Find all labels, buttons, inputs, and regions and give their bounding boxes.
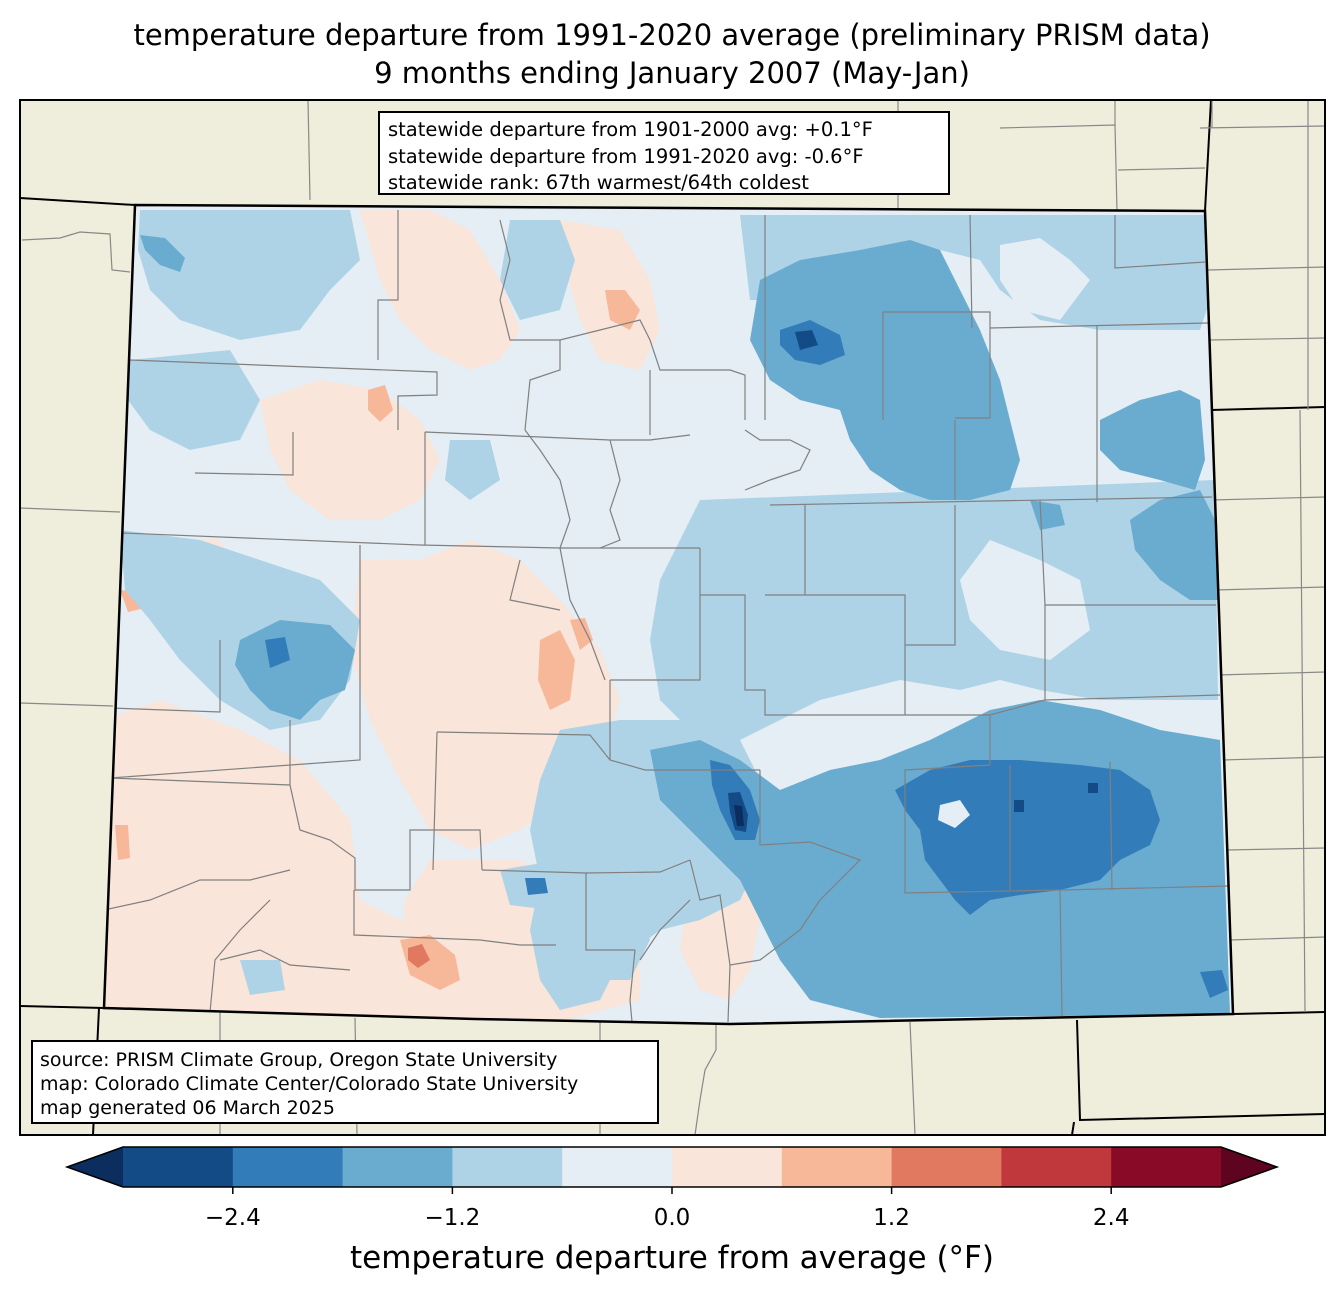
colorbar-segment: [123, 1147, 234, 1187]
colorbar-segment: [1001, 1147, 1112, 1187]
colorbar-over-arrow: [1221, 1147, 1277, 1187]
colorbar-segment: [1111, 1147, 1222, 1187]
source-line: source: PRISM Climate Group, Oregon Stat…: [40, 1049, 558, 1071]
stats-line-1901-2000: statewide departure from 1901-2000 avg: …: [388, 118, 873, 141]
neighbor-county-lines: [20, 100, 1325, 1135]
colorbar-segment: [891, 1147, 1002, 1187]
colorbar-segment: [232, 1147, 344, 1187]
colorbar-tick-label: 2.4: [1092, 1205, 1130, 1231]
colorbar-segment: [781, 1147, 893, 1187]
stats-line-rank: statewide rank: 67th warmest/64th coldes…: [388, 171, 809, 194]
statewide-stats-box: statewide departure from 1901-2000 avg: …: [378, 111, 950, 195]
source-box: source: PRISM Climate Group, Oregon Stat…: [31, 1040, 659, 1124]
county-lines: [104, 210, 1231, 1023]
colorbar: [64, 1146, 1280, 1194]
colorbar-tick-label: −1.2: [424, 1205, 481, 1231]
map-credit-line: map: Colorado Climate Center/Colorado St…: [40, 1073, 579, 1095]
strong-warm-areas: [408, 944, 430, 968]
colorbar-tick-label: 1.2: [873, 1205, 910, 1231]
cool-deepest-area: [734, 805, 744, 826]
colorbar-outline: [64, 1146, 1280, 1188]
colorbar-label: temperature departure from average (°F): [350, 1240, 994, 1276]
map-border: [19, 99, 1326, 1136]
colorbar-segment: [342, 1147, 453, 1187]
colorbar-tick-label: 0.0: [653, 1205, 691, 1231]
colorbar-segment: [672, 1147, 783, 1187]
temperature-field: [104, 205, 1233, 1024]
colorbar-segment: [452, 1147, 563, 1187]
colorbar-segment: [562, 1147, 673, 1187]
colorado-boundary: [102, 203, 1235, 1026]
colorbar-tick-label: −2.4: [204, 1205, 261, 1231]
cool-light-areas: [120, 210, 1218, 1010]
map-title-line1: temperature departure from 1991-2020 ave…: [133, 18, 1211, 52]
map-title-line2: 9 months ending January 2007 (May-Jan): [374, 56, 970, 90]
stats-line-1991-2020: statewide departure from 1991-2020 avg: …: [388, 144, 864, 168]
generated-date-line: map generated 06 March 2025: [40, 1097, 335, 1119]
colorbar-under-arrow: [67, 1147, 123, 1187]
neighbor-state-boundaries: [20, 100, 1325, 1135]
